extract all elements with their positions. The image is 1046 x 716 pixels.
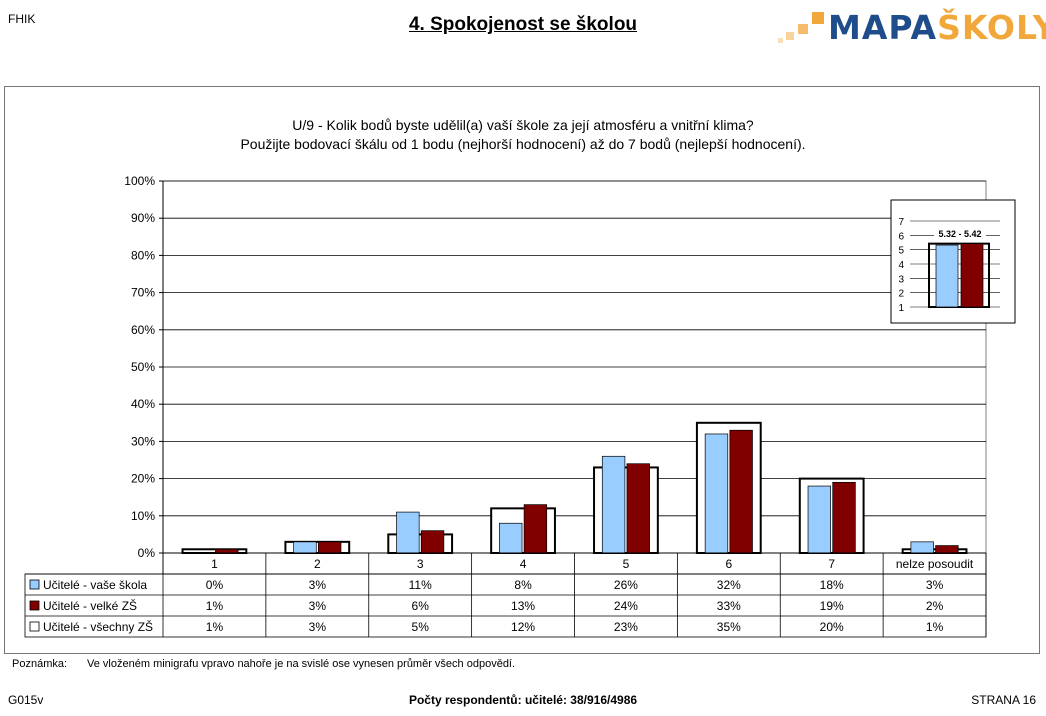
y-tick-label: 60% bbox=[131, 323, 155, 337]
footer-code: G015v bbox=[8, 693, 44, 707]
question-line-2: Použijte bodovací škálu od 1 bodu (nejho… bbox=[240, 136, 806, 152]
y-tick-label: 40% bbox=[131, 397, 155, 411]
note-text: Ve vloženém minigrafu vpravo nahoře je n… bbox=[87, 658, 516, 670]
data-label: 18% bbox=[820, 578, 844, 592]
x-category-label: 1 bbox=[211, 557, 218, 571]
bar-vase-skola bbox=[910, 541, 934, 554]
page-title: 4. Spokojenost se školou bbox=[408, 14, 638, 35]
note: Poznámka: Ve vloženém minigrafu vpravo na… bbox=[12, 658, 535, 670]
data-label: 32% bbox=[717, 578, 741, 592]
data-label: 3% bbox=[309, 620, 327, 634]
mini-y-tick-label: 5 bbox=[898, 246, 904, 257]
legend-swatch bbox=[29, 579, 40, 590]
data-label: 1% bbox=[206, 620, 224, 634]
data-label: 24% bbox=[614, 599, 638, 613]
bar-vase-skola bbox=[499, 522, 523, 554]
mini-y-tick-label: 6 bbox=[898, 231, 904, 242]
y-tick-label: 90% bbox=[131, 211, 155, 225]
data-label: 3% bbox=[309, 578, 327, 592]
y-tick-label: 20% bbox=[131, 472, 155, 486]
bar-vase-skola bbox=[396, 511, 420, 554]
x-category-label: 7 bbox=[828, 557, 835, 571]
data-label: 35% bbox=[717, 620, 741, 634]
legend-label: Učitelé - vaše škola bbox=[43, 578, 147, 592]
data-label: 19% bbox=[820, 599, 844, 613]
respondent-counts: Počty respondentů: učitelé: 38/916/4986 bbox=[408, 693, 638, 707]
data-label: 1% bbox=[926, 620, 944, 634]
logo-main-text: MAPA bbox=[828, 8, 938, 47]
data-label: 33% bbox=[717, 599, 741, 613]
question-line-1: U/9 - Kolik bodů byste udělil(a) vaší šk… bbox=[292, 117, 754, 133]
data-label: 0% bbox=[206, 578, 224, 592]
data-label: 1% bbox=[206, 599, 224, 613]
mini-y-tick-label: 7 bbox=[898, 217, 904, 228]
bar-velke-zs bbox=[626, 463, 650, 554]
note-label: Poznámka: bbox=[12, 658, 68, 670]
x-category-label: nelze posoudit bbox=[896, 557, 974, 571]
bar-vase-skola bbox=[601, 455, 626, 554]
data-label: 23% bbox=[614, 620, 638, 634]
page-number: STRANA 16 bbox=[971, 693, 1036, 707]
bar-velke-zs bbox=[935, 545, 959, 554]
x-category-label: 6 bbox=[725, 557, 732, 571]
bar-velke-zs bbox=[832, 481, 856, 554]
data-label: 3% bbox=[926, 578, 944, 592]
mini-bar-velke-zs bbox=[960, 243, 984, 308]
data-label: 2% bbox=[926, 599, 944, 613]
mini-y-tick-label: 1 bbox=[898, 303, 904, 314]
data-label: 6% bbox=[412, 599, 430, 613]
y-tick-label: 70% bbox=[131, 286, 155, 300]
chart-frame bbox=[4, 86, 1040, 654]
bar-velke-zs bbox=[317, 541, 342, 554]
mini-y-tick-label: 2 bbox=[898, 289, 904, 300]
x-category-label: 3 bbox=[417, 557, 424, 571]
bar-velke-zs bbox=[215, 548, 239, 554]
y-tick-label: 100% bbox=[124, 174, 155, 188]
bar-vase-skola bbox=[807, 485, 832, 554]
mini-bar-vase-skola bbox=[935, 244, 959, 308]
mapaskoly-logo: MAPAŠKOLY bbox=[778, 8, 1046, 47]
data-label: 5% bbox=[412, 620, 430, 634]
legend-label: Učitelé - všechny ZŠ bbox=[43, 619, 153, 634]
data-label: 13% bbox=[511, 599, 535, 613]
bar-vase-skola bbox=[293, 541, 317, 554]
y-tick-label: 30% bbox=[131, 434, 155, 448]
mini-range-label: 5.32 - 5.42 bbox=[938, 229, 981, 239]
data-label: 8% bbox=[514, 578, 532, 592]
y-tick-label: 80% bbox=[131, 248, 155, 262]
x-category-label: 4 bbox=[520, 557, 527, 571]
data-label: 20% bbox=[820, 620, 844, 634]
question-text: U/9 - Kolik bodů byste udělil(a) vaší šk… bbox=[0, 116, 1046, 154]
x-category-label: 2 bbox=[314, 557, 321, 571]
data-label: 3% bbox=[309, 599, 327, 613]
mini-label-bg bbox=[934, 228, 986, 240]
bar-velke-zs bbox=[420, 530, 445, 554]
y-tick-label: 50% bbox=[131, 360, 155, 374]
y-tick-label: 10% bbox=[131, 509, 155, 523]
legend-swatch bbox=[29, 621, 40, 632]
data-label: 12% bbox=[511, 620, 535, 634]
data-label: 11% bbox=[409, 578, 432, 592]
bar-velke-zs bbox=[523, 504, 548, 554]
report-code: FHIK bbox=[8, 12, 36, 26]
legend-swatch bbox=[29, 600, 40, 611]
x-category-label: 5 bbox=[623, 557, 630, 571]
mini-y-tick-label: 4 bbox=[898, 260, 904, 271]
mini-range-box bbox=[928, 242, 990, 308]
bar-vase-skola bbox=[704, 433, 729, 554]
mini-y-tick-label: 3 bbox=[898, 274, 904, 285]
bar-velke-zs bbox=[729, 429, 753, 554]
logo-accent-text: ŠKOLY bbox=[937, 8, 1046, 47]
data-label: 26% bbox=[614, 578, 638, 592]
legend-label: Učitelé - velké ZŠ bbox=[43, 598, 137, 613]
y-tick-label: 0% bbox=[138, 546, 156, 560]
